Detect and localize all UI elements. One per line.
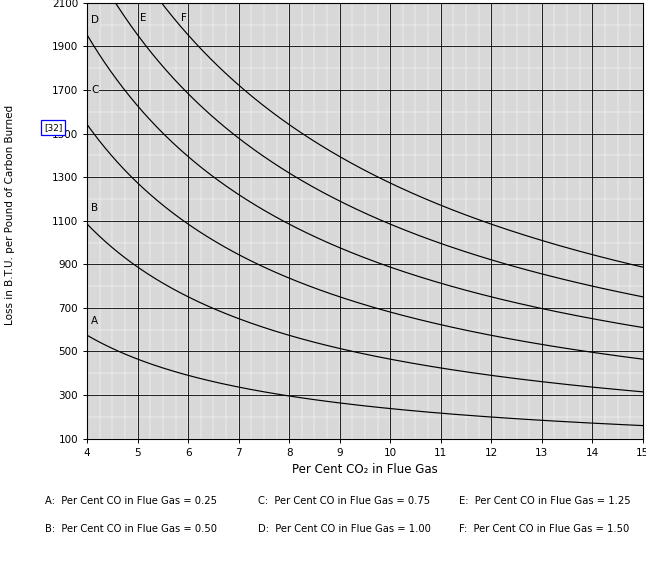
Text: C: C [91, 85, 99, 95]
Text: B: B [91, 203, 98, 213]
Text: A:  Per Cent CO in Flue Gas = 0.25: A: Per Cent CO in Flue Gas = 0.25 [45, 496, 217, 506]
Text: E: E [140, 13, 147, 23]
Text: A: A [91, 316, 98, 326]
X-axis label: Per Cent CO₂ in Flue Gas: Per Cent CO₂ in Flue Gas [292, 463, 438, 476]
Text: F: F [181, 13, 187, 23]
Text: B:  Per Cent CO in Flue Gas = 0.50: B: Per Cent CO in Flue Gas = 0.50 [45, 524, 217, 534]
Text: D: D [91, 15, 99, 25]
Text: Loss in B.T.U. per Pound of Carbon Burned: Loss in B.T.U. per Pound of Carbon Burne… [5, 105, 15, 325]
Text: D:  Per Cent CO in Flue Gas = 1.00: D: Per Cent CO in Flue Gas = 1.00 [258, 524, 432, 534]
Text: E:  Per Cent CO in Flue Gas = 1.25: E: Per Cent CO in Flue Gas = 1.25 [459, 496, 630, 506]
Text: C:  Per Cent CO in Flue Gas = 0.75: C: Per Cent CO in Flue Gas = 0.75 [258, 496, 430, 506]
Text: F:  Per Cent CO in Flue Gas = 1.50: F: Per Cent CO in Flue Gas = 1.50 [459, 524, 629, 534]
Text: [32]: [32] [44, 123, 62, 132]
